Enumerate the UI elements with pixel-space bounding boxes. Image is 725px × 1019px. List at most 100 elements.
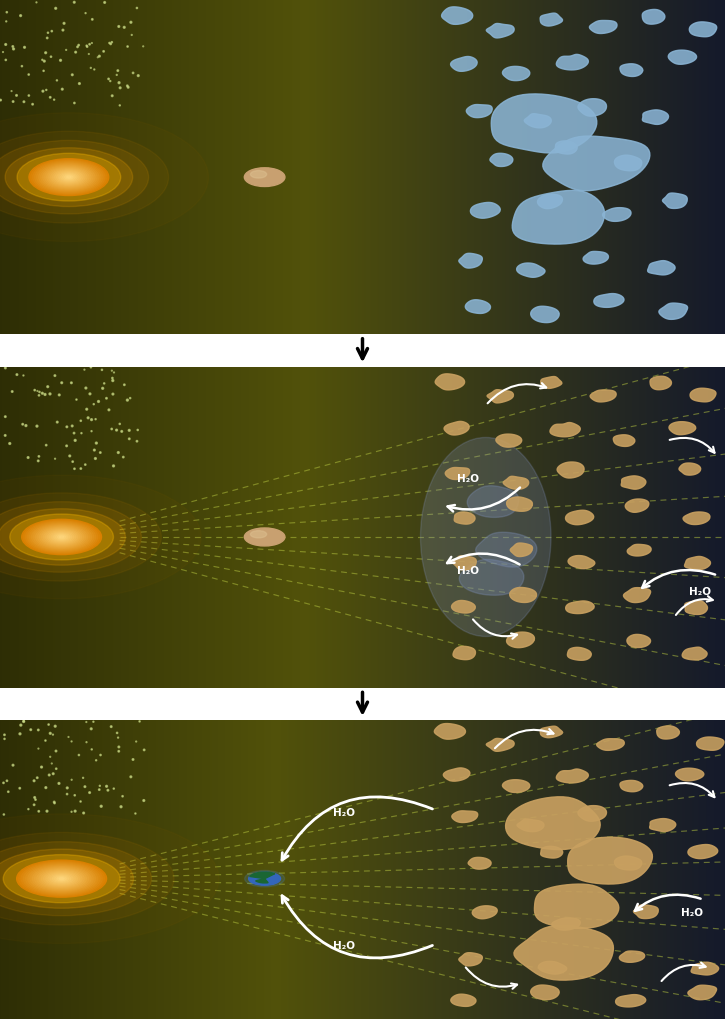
Point bbox=[114, 416, 125, 432]
Point bbox=[111, 725, 123, 741]
Point bbox=[115, 79, 126, 96]
Point bbox=[78, 805, 89, 821]
Point bbox=[80, 5, 91, 21]
Ellipse shape bbox=[420, 437, 551, 637]
Point bbox=[36, 52, 48, 68]
Polygon shape bbox=[517, 263, 545, 277]
Polygon shape bbox=[486, 23, 514, 38]
Point bbox=[55, 52, 67, 68]
Polygon shape bbox=[650, 818, 676, 832]
Point bbox=[40, 780, 51, 796]
Circle shape bbox=[57, 876, 66, 880]
Polygon shape bbox=[459, 254, 482, 268]
Point bbox=[96, 798, 107, 814]
Point bbox=[111, 422, 123, 438]
Text: H₂O: H₂O bbox=[689, 587, 710, 596]
Circle shape bbox=[244, 870, 284, 887]
Polygon shape bbox=[460, 559, 524, 595]
Circle shape bbox=[59, 536, 64, 538]
Point bbox=[42, 24, 54, 41]
Point bbox=[56, 375, 67, 391]
Polygon shape bbox=[510, 588, 536, 602]
Text: H₂O: H₂O bbox=[682, 908, 703, 918]
Polygon shape bbox=[616, 995, 646, 1007]
Point bbox=[28, 797, 40, 813]
Circle shape bbox=[45, 166, 93, 189]
Circle shape bbox=[244, 528, 285, 546]
Point bbox=[81, 401, 93, 418]
Point bbox=[54, 387, 65, 404]
Circle shape bbox=[28, 522, 96, 552]
Polygon shape bbox=[541, 377, 562, 388]
Point bbox=[23, 88, 35, 104]
Circle shape bbox=[23, 863, 100, 895]
Polygon shape bbox=[507, 632, 534, 648]
Circle shape bbox=[48, 873, 75, 884]
Circle shape bbox=[30, 866, 93, 892]
Point bbox=[15, 717, 27, 734]
Polygon shape bbox=[468, 857, 491, 869]
Point bbox=[80, 38, 92, 54]
Polygon shape bbox=[642, 110, 668, 124]
Point bbox=[22, 449, 34, 466]
Point bbox=[7, 94, 19, 110]
Circle shape bbox=[38, 527, 86, 547]
Polygon shape bbox=[490, 153, 513, 166]
Point bbox=[6, 83, 17, 99]
Point bbox=[79, 779, 91, 795]
Point bbox=[128, 65, 139, 82]
Point bbox=[41, 82, 52, 98]
Circle shape bbox=[49, 168, 88, 186]
Circle shape bbox=[53, 875, 70, 882]
Circle shape bbox=[37, 162, 101, 192]
Point bbox=[125, 14, 137, 31]
Point bbox=[0, 774, 9, 791]
Point bbox=[69, 461, 80, 477]
Point bbox=[68, 425, 80, 441]
Point bbox=[25, 721, 36, 738]
Point bbox=[72, 39, 83, 55]
Polygon shape bbox=[642, 9, 665, 24]
Circle shape bbox=[28, 865, 96, 893]
Polygon shape bbox=[650, 376, 671, 389]
Point bbox=[117, 788, 128, 804]
Point bbox=[30, 792, 41, 808]
Polygon shape bbox=[621, 476, 646, 489]
Point bbox=[119, 377, 130, 393]
Point bbox=[38, 53, 50, 69]
Circle shape bbox=[58, 535, 66, 539]
Point bbox=[103, 401, 115, 418]
Circle shape bbox=[56, 534, 67, 540]
Polygon shape bbox=[514, 925, 613, 980]
Point bbox=[39, 386, 51, 403]
Polygon shape bbox=[688, 985, 716, 1000]
Point bbox=[107, 370, 118, 386]
Point bbox=[95, 747, 107, 763]
Point bbox=[49, 368, 61, 384]
Polygon shape bbox=[556, 769, 589, 783]
Point bbox=[103, 70, 115, 87]
Polygon shape bbox=[627, 544, 651, 556]
Circle shape bbox=[42, 528, 81, 546]
Point bbox=[138, 793, 149, 809]
Circle shape bbox=[34, 525, 90, 549]
Point bbox=[88, 713, 99, 730]
Point bbox=[49, 450, 61, 467]
Polygon shape bbox=[476, 532, 536, 568]
Point bbox=[85, 60, 96, 76]
Polygon shape bbox=[537, 195, 563, 209]
Circle shape bbox=[46, 530, 78, 544]
Polygon shape bbox=[517, 819, 544, 832]
Polygon shape bbox=[690, 388, 716, 401]
Point bbox=[98, 43, 109, 59]
Point bbox=[130, 734, 142, 750]
Polygon shape bbox=[496, 434, 522, 447]
Point bbox=[123, 79, 134, 96]
Point bbox=[88, 61, 100, 77]
Polygon shape bbox=[557, 462, 584, 478]
Circle shape bbox=[0, 833, 174, 925]
Point bbox=[105, 36, 117, 52]
Polygon shape bbox=[452, 811, 478, 822]
Point bbox=[66, 771, 78, 788]
Point bbox=[17, 367, 29, 383]
